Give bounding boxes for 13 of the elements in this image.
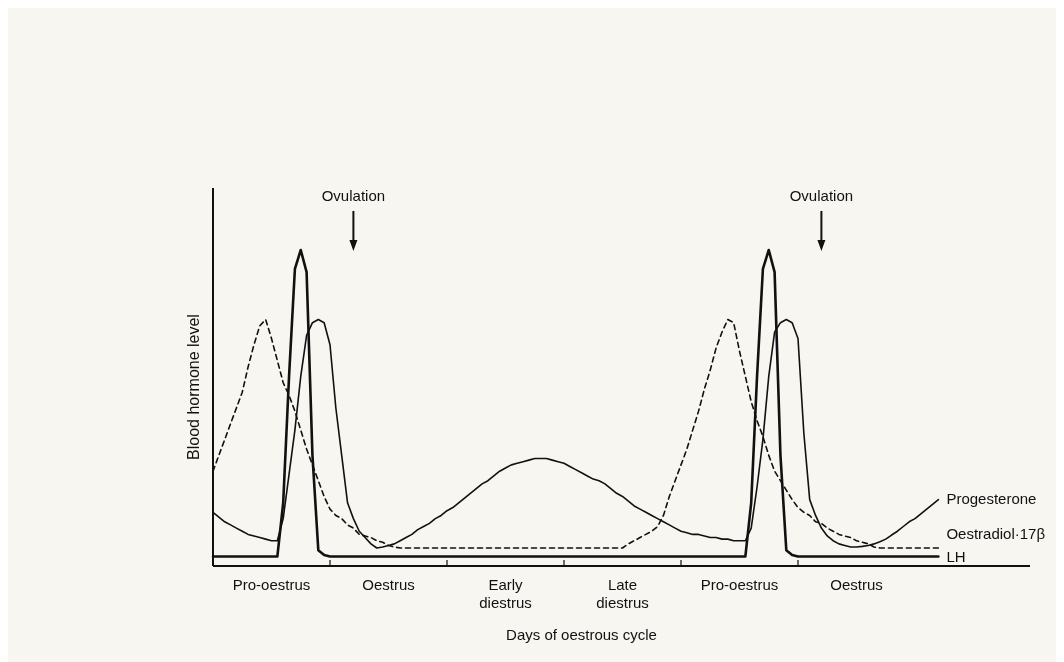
- x-tick-label: Pro-oestrus: [232, 576, 311, 593]
- x-tick-label: Oestrus: [830, 576, 883, 593]
- x-axis-title: Days of oestrous cycle: [506, 626, 657, 643]
- text: Ovulation: [321, 187, 386, 204]
- y-axis-title: Blood hormone level: [185, 314, 202, 460]
- x-tick-label: Late diestrus: [596, 576, 649, 611]
- text: Ovulation: [789, 187, 854, 204]
- series-label: Progesterone: [946, 489, 1037, 507]
- x-tick-label: Oestrus: [362, 576, 415, 593]
- x-tick-label: Pro-oestrus: [700, 576, 779, 593]
- series-label: LH: [946, 547, 966, 565]
- series-label: Oestradiol·17β: [946, 524, 1046, 542]
- x-tick-label: Early diestrus: [479, 576, 532, 611]
